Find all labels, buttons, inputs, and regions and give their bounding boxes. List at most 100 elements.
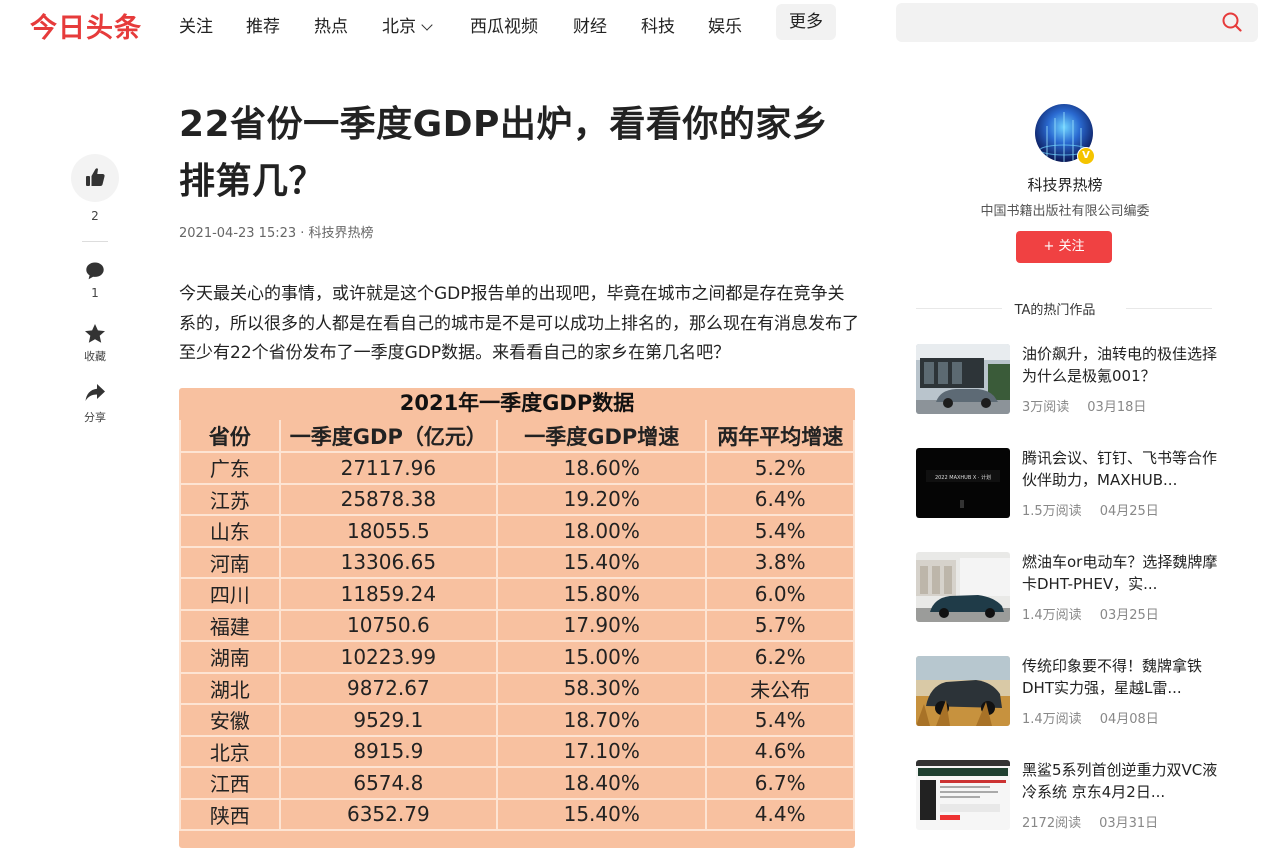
work-meta: 2172阅读 03月31日 <box>1022 812 1158 831</box>
star-icon[interactable] <box>84 323 106 345</box>
gdp-table-image: 2021年一季度GDP数据 省份 一季度GDP（亿元） 一季度GDP增速 两年平… <box>179 388 855 848</box>
thumbs-up-icon <box>86 168 105 186</box>
divider-right <box>1126 308 1212 309</box>
like-button[interactable] <box>71 154 119 202</box>
work-thumbnail[interactable] <box>916 552 1010 622</box>
work-date: 03月31日 <box>1099 816 1159 831</box>
table-cell: 9529.1 <box>278 703 499 737</box>
table-cell: 山东 <box>179 514 281 548</box>
table-cell: 15.80% <box>496 577 708 611</box>
work-thumbnail[interactable] <box>916 656 1010 726</box>
hot-works-title: TA的热门作品 <box>1014 303 1096 318</box>
column-header: 一季度GDP（亿元） <box>278 420 499 453</box>
table-row: 四川 11859.24 15.80% 6.0% <box>179 577 855 611</box>
work-title[interactable]: 油价飙升，油转电的极佳选择为什么是极氪001？ <box>1022 345 1218 385</box>
nav-finance[interactable]: 财经 <box>573 17 607 37</box>
table-cell: 5.4% <box>705 514 855 548</box>
maxhub-event-image: 2022 MAXHUB X · 计划 <box>916 448 1010 518</box>
work-thumbnail[interactable]: 2022 MAXHUB X · 计划 <box>916 448 1010 518</box>
work-meta: 3万阅读 03月18日 <box>1022 396 1146 415</box>
table-row: 湖南 10223.99 15.00% 6.2% <box>179 640 855 674</box>
work-thumbnail[interactable] <box>916 344 1010 414</box>
table-cell: 27117.96 <box>278 451 499 485</box>
comment-icon[interactable] <box>85 261 105 281</box>
hot-work-item[interactable]: 燃油车or电动车？选择魏牌摩卡DHT-PHEV，实... 1.4万阅读 03月25… <box>916 552 1236 623</box>
work-date: 03月25日 <box>1099 608 1159 623</box>
table-cell: 四川 <box>179 577 281 611</box>
table-cell: 18.70% <box>496 703 708 737</box>
table-cell: 江苏 <box>179 482 281 516</box>
suv-image <box>916 552 1010 622</box>
search-box <box>896 3 1258 42</box>
nav-tech[interactable]: 科技 <box>641 17 675 37</box>
hot-work-item[interactable]: 黑鲨5系列首创逆重力双VC液冷系统 京东4月2日... 2172阅读 03月31日 <box>916 760 1236 831</box>
hot-work-item[interactable]: 2022 MAXHUB X · 计划 腾讯会议、钉钉、飞书等合作伙伴助力，MAX… <box>916 448 1236 519</box>
table-cell: 福建 <box>179 608 281 642</box>
table-row: 河南 13306.65 15.40% 3.8% <box>179 545 855 579</box>
table-row: 安徽 9529.1 18.70% 5.4% <box>179 703 855 737</box>
table-cell: 9872.67 <box>278 671 499 705</box>
author-name[interactable]: 科技界热榜 <box>1027 176 1103 194</box>
search-input[interactable] <box>908 11 1212 35</box>
work-title[interactable]: 黑鲨5系列首创逆重力双VC液冷系统 京东4月2日... <box>1022 761 1218 801</box>
table-row: 江苏 25878.38 19.20% 6.4% <box>179 482 855 516</box>
work-title[interactable]: 燃油车or电动车？选择魏牌摩卡DHT-PHEV，实... <box>1022 553 1218 593</box>
share-icon[interactable] <box>84 383 106 403</box>
toutiao-logo[interactable]: 今日头条 <box>30 13 142 44</box>
work-title[interactable]: 传统印象要不得！魏牌拿铁DHT实力强，星越L雷... <box>1022 657 1203 697</box>
collect-label: 收藏 <box>84 350 106 363</box>
chevron-down-icon <box>421 19 433 31</box>
table-cell: 58.30% <box>496 671 708 705</box>
nav-xigua-video[interactable]: 西瓜视频 <box>470 17 538 37</box>
table-row: 陕西 6352.79 15.40% 4.4% <box>179 797 855 831</box>
article-meta: 2021-04-23 15:23 · 科技界热榜 <box>179 226 374 241</box>
table-cell: 陕西 <box>179 797 281 831</box>
hot-work-item[interactable]: 油价飙升，油转电的极佳选择为什么是极氪001？ 3万阅读 03月18日 <box>916 344 1236 415</box>
nav-recommend[interactable]: 推荐 <box>246 17 280 37</box>
nav-follow[interactable]: 关注 <box>179 17 213 37</box>
table-cell: 北京 <box>179 734 281 768</box>
table-cell: 6.4% <box>705 482 855 516</box>
table-cell: 19.20% <box>496 482 708 516</box>
table-cell: 湖北 <box>179 671 281 705</box>
follow-button[interactable]: + 关注 <box>1016 231 1112 263</box>
comment-count: 1 <box>91 286 99 300</box>
column-header: 一季度GDP增速 <box>496 420 708 453</box>
work-meta: 1.5万阅读 04月25日 <box>1022 500 1159 519</box>
table-cell: 10750.6 <box>278 608 499 642</box>
table-cell: 4.6% <box>705 734 855 768</box>
table-cell: 未公布 <box>705 671 855 705</box>
table-cell: 6.7% <box>705 766 855 800</box>
nav-beijing[interactable]: 北京 <box>382 12 433 37</box>
table-cell: 18.60% <box>496 451 708 485</box>
nav-hot[interactable]: 热点 <box>314 17 348 37</box>
work-thumbnail[interactable] <box>916 760 1010 830</box>
car-showroom-image <box>916 344 1010 414</box>
table-cell: 17.90% <box>496 608 708 642</box>
divider-left <box>916 308 1002 309</box>
table-cell: 6574.8 <box>278 766 499 800</box>
article-title: 22省份一季度GDP出炉，看看你的家乡排第几？ <box>179 104 829 202</box>
hot-work-item[interactable]: 传统印象要不得！魏牌拿铁DHT实力强，星越L雷... 1.4万阅读 04月08日 <box>916 656 1236 727</box>
work-reads: 1.5万阅读 <box>1022 504 1082 519</box>
work-meta: 1.4万阅读 04月08日 <box>1022 708 1159 727</box>
table-cell: 6.2% <box>705 640 855 674</box>
search-icon[interactable] <box>1222 12 1242 32</box>
work-title[interactable]: 腾讯会议、钉钉、飞书等合作伙伴助力，MAXHUB... <box>1022 449 1218 489</box>
table-row: 湖北 9872.67 58.30% 未公布 <box>179 671 855 705</box>
table-row: 福建 10750.6 17.90% 5.7% <box>179 608 855 642</box>
table-cell: 8915.9 <box>278 734 499 768</box>
like-count: 2 <box>91 209 99 223</box>
table-cell: 广东 <box>179 451 281 485</box>
table-cell: 湖南 <box>179 640 281 674</box>
table-cell: 18.40% <box>496 766 708 800</box>
table-cell: 河南 <box>179 545 281 579</box>
work-date: 04月08日 <box>1099 712 1159 727</box>
table-cell: 11859.24 <box>278 577 499 611</box>
verified-badge: V <box>1077 147 1095 165</box>
nav-entertainment[interactable]: 娱乐 <box>708 17 742 37</box>
gdp-table-title: 2021年一季度GDP数据 <box>399 391 635 415</box>
nav-more-button[interactable]: 更多 <box>776 4 836 40</box>
table-cell: 18.00% <box>496 514 708 548</box>
work-reads: 1.4万阅读 <box>1022 712 1082 727</box>
